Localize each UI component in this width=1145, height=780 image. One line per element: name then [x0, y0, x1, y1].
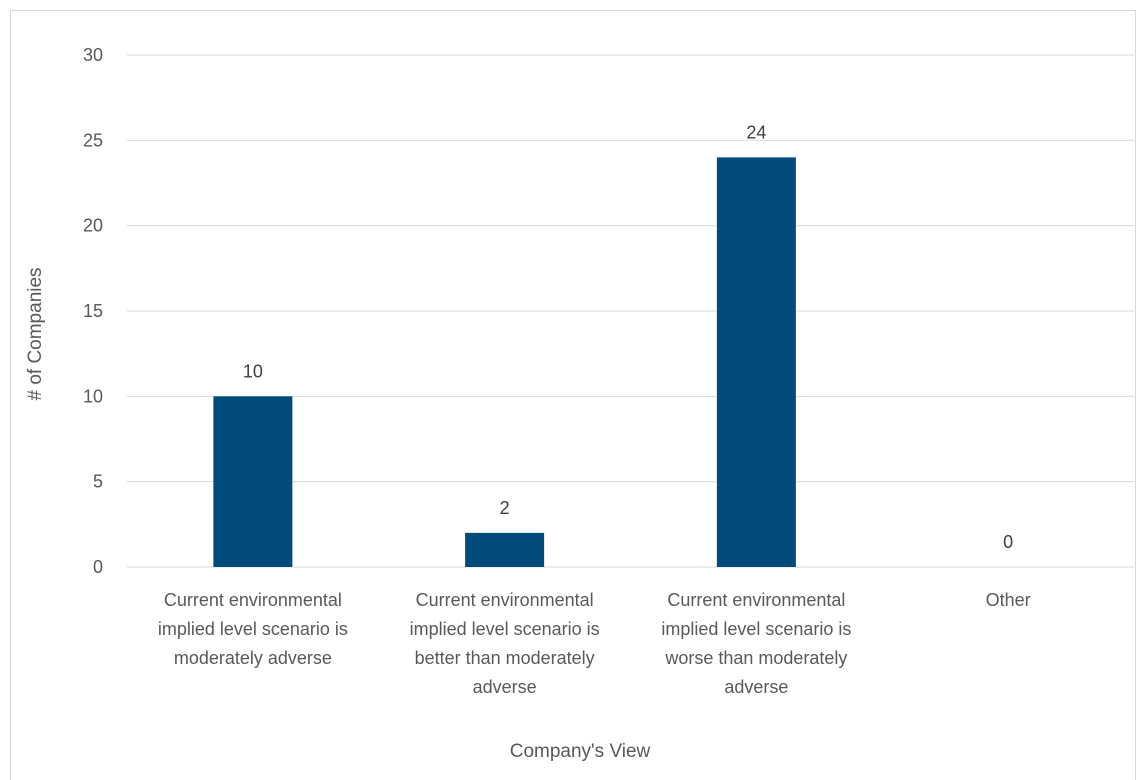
bar: [716, 157, 796, 567]
y-tick-label: 25: [83, 130, 103, 150]
y-tick-label: 15: [83, 301, 103, 321]
category-label-line: moderately adverse: [174, 648, 332, 668]
y-axis-title: # of Companies: [25, 267, 46, 400]
bar: [465, 532, 545, 567]
data-label: 2: [500, 498, 510, 518]
y-tick-label: 0: [93, 557, 103, 577]
category-labels: Current environmental implied level scena…: [158, 590, 1031, 697]
data-label: 10: [243, 361, 263, 381]
bars: [213, 157, 796, 567]
data-label: 0: [1003, 532, 1013, 552]
category-label-line: Current environmental: [164, 590, 342, 610]
category-label-line: adverse: [724, 677, 788, 697]
category-label: Other: [986, 590, 1031, 610]
y-axis-ticks: 0 5 10 15 20 25 30: [83, 45, 103, 577]
category-label: Current environmental implied level scena…: [661, 590, 851, 697]
category-label-line: Current environmental: [667, 590, 845, 610]
category-label-line: implied level scenario is: [661, 619, 851, 639]
data-label: 24: [746, 122, 766, 142]
gridlines: [127, 54, 1134, 568]
category-label-line: worse than moderately: [664, 648, 847, 668]
y-tick-label: 5: [93, 472, 103, 492]
chart-frame: [10, 10, 1136, 780]
y-tick-label: 10: [83, 386, 103, 406]
data-labels: 10 2 24 0: [243, 122, 1013, 552]
y-tick-label: 20: [83, 216, 103, 236]
y-tick-label: 30: [83, 45, 103, 65]
category-label-line: better than moderately: [415, 648, 595, 668]
category-label: Current environmental implied level scena…: [410, 590, 600, 697]
x-axis-title: Company's View: [510, 741, 651, 762]
category-label-line: implied level scenario is: [158, 619, 348, 639]
category-label-line: adverse: [473, 677, 537, 697]
category-label-line: implied level scenario is: [410, 619, 600, 639]
category-label-line: Other: [986, 590, 1031, 610]
category-label: Current environmental implied level scena…: [158, 590, 348, 668]
category-label-line: Current environmental: [416, 590, 594, 610]
bar: [213, 396, 293, 567]
